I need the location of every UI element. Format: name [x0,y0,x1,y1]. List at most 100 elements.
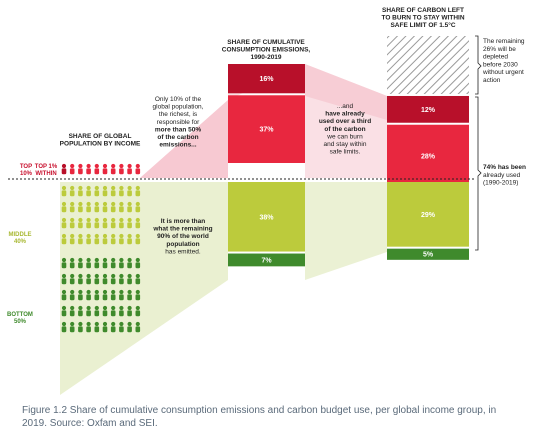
person-icon [69,289,75,301]
person-icon [61,257,67,269]
person-icon [110,289,116,301]
population-grid [61,163,141,333]
person-icon [135,321,141,333]
annotation-remaining-26: The remaining 26% will be depleted before 2… [482,38,525,84]
person-icon [135,289,141,301]
person-icon [110,185,116,197]
person-icon [127,163,132,175]
person-icon [78,163,83,175]
person-icon [102,201,108,213]
person-icon [119,185,124,197]
person-icon [78,185,83,197]
figure-caption: Figure 1.2 Share of cumulative consumpti… [22,405,497,429]
person-icon [69,201,75,213]
person-icon [78,305,83,317]
person-icon [78,217,83,229]
carbon-budget-bar: 12% 28% 29% 5% [387,36,469,260]
person-icon [127,273,132,285]
person-icon [69,305,75,317]
person-icon [86,289,91,301]
person-icon [86,321,91,333]
bar-segment-28pct [387,124,469,188]
person-icon [119,273,124,285]
bar-segment-7pct [228,253,305,267]
person-icon [94,305,100,317]
person-icon [61,273,67,285]
person-icon [127,305,132,317]
person-icon [119,289,124,301]
person-icon [61,289,67,301]
person-icon [110,321,116,333]
person-icon [69,321,75,333]
budget-column-title: SHARE OF CARBON LEFT TO BURN TO STAY WITH… [381,7,464,29]
label-top-10: TOP 10% [20,164,33,177]
bar-segment-12pct [387,95,469,123]
person-icon [61,305,67,317]
person-icon [94,185,100,197]
person-icon [110,163,116,175]
band-middle-bottom [60,182,228,395]
person-icon [94,163,100,175]
bar-segment-16pct [228,64,305,94]
person-icon [86,257,91,269]
person-icon [69,273,75,285]
person-icon [102,257,108,269]
annotation-richest: Only 10% of the global population, the ric… [153,96,204,149]
person-icon [110,257,116,269]
person-icon [94,257,100,269]
person-icon [78,233,83,245]
band-rich [140,100,228,178]
person-icon [127,233,132,245]
person-icon [94,321,100,333]
data-label: 12% [421,107,436,114]
person-icon [110,217,116,229]
data-label: 38% [259,214,274,221]
person-icon [135,217,141,229]
person-icon [61,321,67,333]
data-label: 37% [259,127,274,134]
person-icon [86,163,91,175]
person-icon [102,233,108,245]
person-icon [119,233,124,245]
person-icon [78,257,83,269]
person-icon [69,257,75,269]
bar-segment-38pct [228,182,305,252]
person-icon [102,273,108,285]
person-icon [135,163,141,175]
person-icon [86,201,91,213]
person-icon [78,273,83,285]
band-right-lower [305,182,387,280]
person-icon [135,257,141,269]
person-icon [119,217,124,229]
person-icon [102,321,108,333]
person-icon [94,273,100,285]
person-icon [102,185,108,197]
person-icon [119,163,124,175]
person-icon [78,289,83,301]
person-icon [61,217,67,229]
person-icon [69,185,75,197]
label-top-1-within: TOP 1% WITHIN [35,164,58,177]
bar-segment-5pct [387,248,469,260]
person-icon [119,257,124,269]
person-icon [86,217,91,229]
person-icon [119,201,124,213]
person-icon [102,305,108,317]
person-icon [69,217,75,229]
person-icon [110,233,116,245]
label-middle-40: MIDDLE 40% [9,232,32,245]
person-icon [119,321,124,333]
person-icon [127,321,132,333]
bar-segment-29pct [387,182,469,247]
person-icon [78,201,83,213]
person-icon [102,289,108,301]
bar-segment-remaining [387,36,469,94]
emissions-column-title: SHARE OF CUMULATIVE CONSUMPTION EMISSIONS… [222,39,311,61]
brace-remaining [475,35,482,95]
person-icon [102,163,108,175]
person-icon [127,257,132,269]
person-icon [94,289,100,301]
person-icon [61,163,67,175]
person-icon [86,233,91,245]
